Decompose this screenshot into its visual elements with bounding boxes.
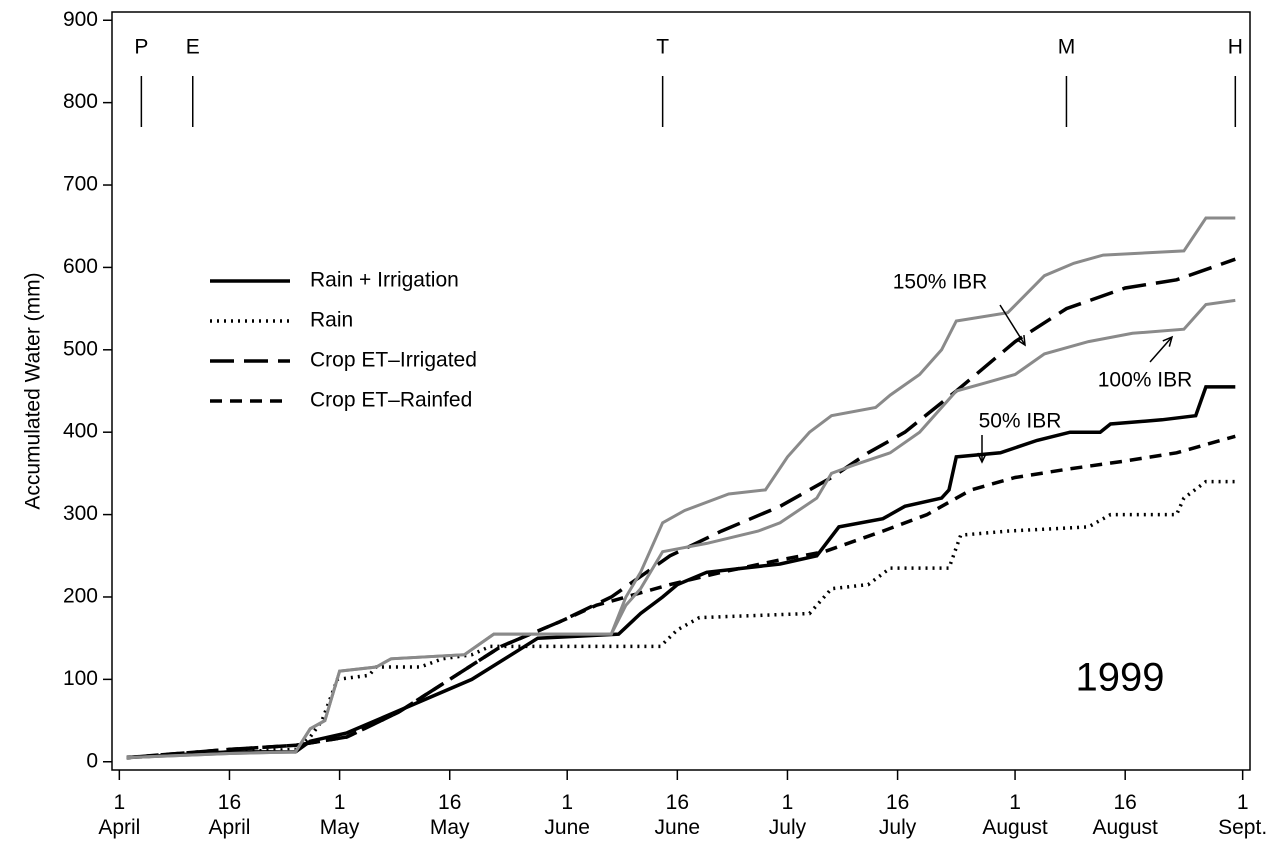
series-line — [126, 434, 1236, 760]
legend-label: Crop ET–Rainfed — [310, 389, 472, 412]
annotation-arrowhead — [1162, 335, 1174, 347]
series-line — [126, 257, 1236, 760]
annotation: 50% IBR — [979, 410, 1062, 433]
annotation-arrowhead — [976, 452, 988, 464]
x-tick-label: 1 May — [319, 791, 360, 839]
y-tick-label: 600 — [63, 255, 98, 278]
annotation-arrowhead — [1016, 334, 1026, 347]
stage-label: E — [186, 36, 200, 59]
year-label: 1999 — [1076, 656, 1165, 700]
legend-label: Crop ET–Irrigated — [310, 349, 477, 372]
stage-label: T — [656, 36, 669, 59]
stage-label: H — [1228, 36, 1243, 59]
y-tick-label: 300 — [63, 502, 98, 525]
y-tick-label: 800 — [63, 90, 98, 113]
x-tick-label: 16 June — [654, 791, 701, 839]
series-line — [126, 298, 1236, 760]
x-tick-label: 1 July — [768, 791, 807, 839]
annotation: 100% IBR — [1098, 369, 1193, 392]
x-tick-label: 1 June — [544, 791, 590, 839]
legend-label: Rain + Irrigation — [310, 269, 459, 292]
y-tick-label: 400 — [63, 420, 98, 443]
stage-label: P — [134, 36, 148, 59]
stage-label: M — [1058, 36, 1076, 59]
x-tick-label: 16 July — [878, 791, 917, 839]
y-tick-label: 700 — [63, 173, 98, 196]
y-tick-label: 500 — [63, 337, 98, 360]
x-tick-label: 16 August — [1092, 791, 1158, 839]
x-tick-label: 16 April — [208, 791, 251, 839]
x-tick-label: 1 August — [982, 791, 1048, 839]
annotation-arrow — [999, 304, 1026, 346]
plot-frame — [111, 11, 1251, 771]
series-line — [126, 479, 1236, 760]
y-tick-label: 0 — [86, 749, 98, 772]
series-line — [126, 216, 1236, 760]
annotation-arrow — [1149, 336, 1173, 363]
y-axis-title: Accumulated Water (mm) — [22, 272, 45, 509]
x-tick-label: 1 April — [98, 791, 141, 839]
series-line — [126, 385, 1236, 760]
y-tick-label: 900 — [63, 8, 98, 31]
x-tick-label: 1 Sept. — [1218, 791, 1268, 839]
y-tick-label: 100 — [63, 667, 98, 690]
x-tick-label: 16 May — [429, 791, 470, 839]
annotation: 150% IBR — [893, 271, 988, 294]
legend-label: Rain — [310, 309, 353, 332]
y-tick-label: 200 — [63, 585, 98, 608]
